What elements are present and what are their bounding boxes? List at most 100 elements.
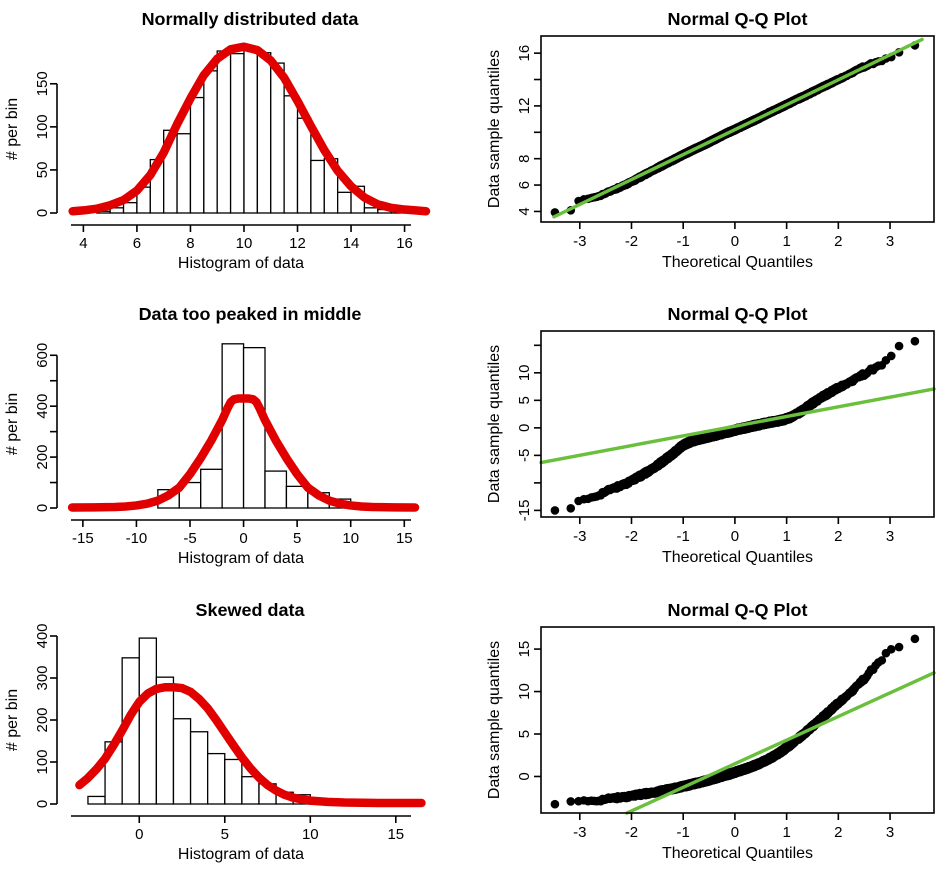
svg-text:600: 600 xyxy=(34,343,51,368)
svg-text:-15: -15 xyxy=(516,500,533,522)
svg-text:5: 5 xyxy=(221,826,229,843)
histogram-bars xyxy=(114,343,373,509)
svg-text:2: 2 xyxy=(834,528,842,545)
histogram-bar xyxy=(216,50,232,214)
panel-histogram-skewed: 0 5 10 15 0 100 200 300 400 Skewed data Histogram … xyxy=(0,591,472,886)
svg-text:-3: -3 xyxy=(573,233,586,250)
x-axis xyxy=(71,519,411,528)
svg-text:300: 300 xyxy=(34,665,51,690)
svg-text:-2: -2 xyxy=(624,233,637,250)
svg-text:3: 3 xyxy=(885,233,893,250)
histogram-bar xyxy=(270,62,285,214)
svg-text:6: 6 xyxy=(516,181,533,189)
x-axis-label: Histogram of data xyxy=(178,255,304,272)
histogram-bar xyxy=(200,468,223,509)
svg-text:10: 10 xyxy=(302,826,319,843)
x-tick-labels: -3 -2 -1 0 1 2 3 xyxy=(573,528,894,545)
svg-text:-1: -1 xyxy=(676,528,689,545)
histogram-bar xyxy=(172,717,192,805)
svg-text:12: 12 xyxy=(289,235,306,252)
svg-text:16: 16 xyxy=(396,235,413,252)
svg-text:10: 10 xyxy=(236,235,253,252)
y-axis-label: # per bin xyxy=(4,393,21,455)
svg-text:400: 400 xyxy=(34,623,51,648)
y-tick-labels: 4 6 8 12 16 xyxy=(516,45,533,216)
svg-text:-1: -1 xyxy=(676,233,689,250)
svg-text:0: 0 xyxy=(516,424,533,432)
histogram-bar xyxy=(296,117,312,214)
y-tick-labels: 0 200 400 600 xyxy=(34,343,51,512)
svg-text:10: 10 xyxy=(342,530,359,547)
svg-text:0: 0 xyxy=(730,233,738,250)
y-axis xyxy=(533,344,541,512)
y-tick-labels: -15 -5 0 5 10 xyxy=(516,365,533,522)
chart-title: Normal Q-Q Plot xyxy=(667,9,807,29)
histogram-bar xyxy=(256,52,272,214)
svg-text:0: 0 xyxy=(34,799,51,807)
svg-text:0: 0 xyxy=(34,504,51,512)
svg-text:-5: -5 xyxy=(516,449,533,462)
x-axis xyxy=(578,812,891,820)
y-axis xyxy=(533,647,541,777)
hist-normal-svg: 4 6 8 10 12 14 16 0 50 100 150 Normally distributed… xyxy=(4,9,431,272)
svg-text:16: 16 xyxy=(516,45,533,62)
x-axis xyxy=(578,517,891,525)
svg-text:15: 15 xyxy=(387,826,404,843)
x-axis-label: Histogram of data xyxy=(178,550,304,567)
x-axis-label: Theoretical Quantiles xyxy=(661,549,812,566)
histogram-bar xyxy=(138,637,158,805)
panel-qq-normal: -3 -2 -1 0 1 2 3 4 6 8 12 16 Normal Q-Q Plot Theoreti… xyxy=(472,0,943,295)
y-tick-labels: 0 50 100 150 xyxy=(34,71,51,217)
chart-title: Normally distributed data xyxy=(142,9,360,29)
histogram-bars xyxy=(96,46,406,214)
chart-title: Data too peaked in middle xyxy=(139,304,362,324)
x-axis-label: Theoretical Quantiles xyxy=(661,845,812,862)
fit-line xyxy=(551,37,924,219)
chart-title: Skewed data xyxy=(196,600,306,620)
svg-text:-10: -10 xyxy=(126,530,148,547)
y-axis-label: Data sample quantiles xyxy=(486,50,503,208)
x-axis xyxy=(71,814,411,823)
histogram-bar xyxy=(242,347,266,509)
svg-text:8: 8 xyxy=(186,235,194,252)
svg-text:8: 8 xyxy=(516,155,533,163)
x-tick-labels: 0 5 10 15 xyxy=(135,826,404,843)
svg-text:6: 6 xyxy=(133,235,141,252)
fit-line xyxy=(538,387,936,465)
svg-text:5: 5 xyxy=(516,396,533,404)
svg-text:100: 100 xyxy=(34,749,51,774)
svg-text:200: 200 xyxy=(34,445,51,470)
svg-text:12: 12 xyxy=(516,98,533,115)
histogram-bar xyxy=(243,46,259,214)
svg-text:0: 0 xyxy=(730,528,738,545)
svg-text:-15: -15 xyxy=(72,530,94,547)
svg-text:4: 4 xyxy=(79,235,87,252)
histogram-bar xyxy=(203,70,218,214)
y-axis-label: Data sample quantiles xyxy=(486,345,503,503)
histogram-bar xyxy=(310,159,325,214)
plot-box xyxy=(539,330,935,519)
fit-line xyxy=(624,670,936,815)
y-axis xyxy=(533,52,541,213)
svg-text:2: 2 xyxy=(834,233,842,250)
histogram-bar xyxy=(264,470,288,509)
fit-curve xyxy=(67,394,420,513)
hist-peaked-svg: -15 -10 -5 0 5 10 15 0 200 400 600 Data too peaked … xyxy=(4,304,420,567)
histogram-bar xyxy=(155,676,175,805)
svg-text:1: 1 xyxy=(782,528,790,545)
svg-text:1: 1 xyxy=(782,233,790,250)
qq-peaked-svg: -3 -2 -1 0 1 2 3 -15 -5 0 5 10 Normal Q-Q Plot Theore… xyxy=(486,304,936,566)
x-tick-labels: -15 -10 -5 0 5 10 15 xyxy=(72,530,413,547)
x-tick-labels: -3 -2 -1 0 1 2 3 xyxy=(573,824,894,841)
histogram-bar xyxy=(176,133,192,214)
svg-text:3: 3 xyxy=(885,528,893,545)
svg-text:0: 0 xyxy=(135,826,143,843)
svg-text:100: 100 xyxy=(34,114,51,139)
x-tick-labels: -3 -2 -1 0 1 2 3 xyxy=(573,233,894,250)
histogram-bars xyxy=(87,637,363,805)
svg-text:10: 10 xyxy=(516,365,533,382)
hist-skewed-svg: 0 5 10 15 0 100 200 300 400 Skewed data Histogram … xyxy=(4,600,426,863)
svg-text:-2: -2 xyxy=(624,528,637,545)
